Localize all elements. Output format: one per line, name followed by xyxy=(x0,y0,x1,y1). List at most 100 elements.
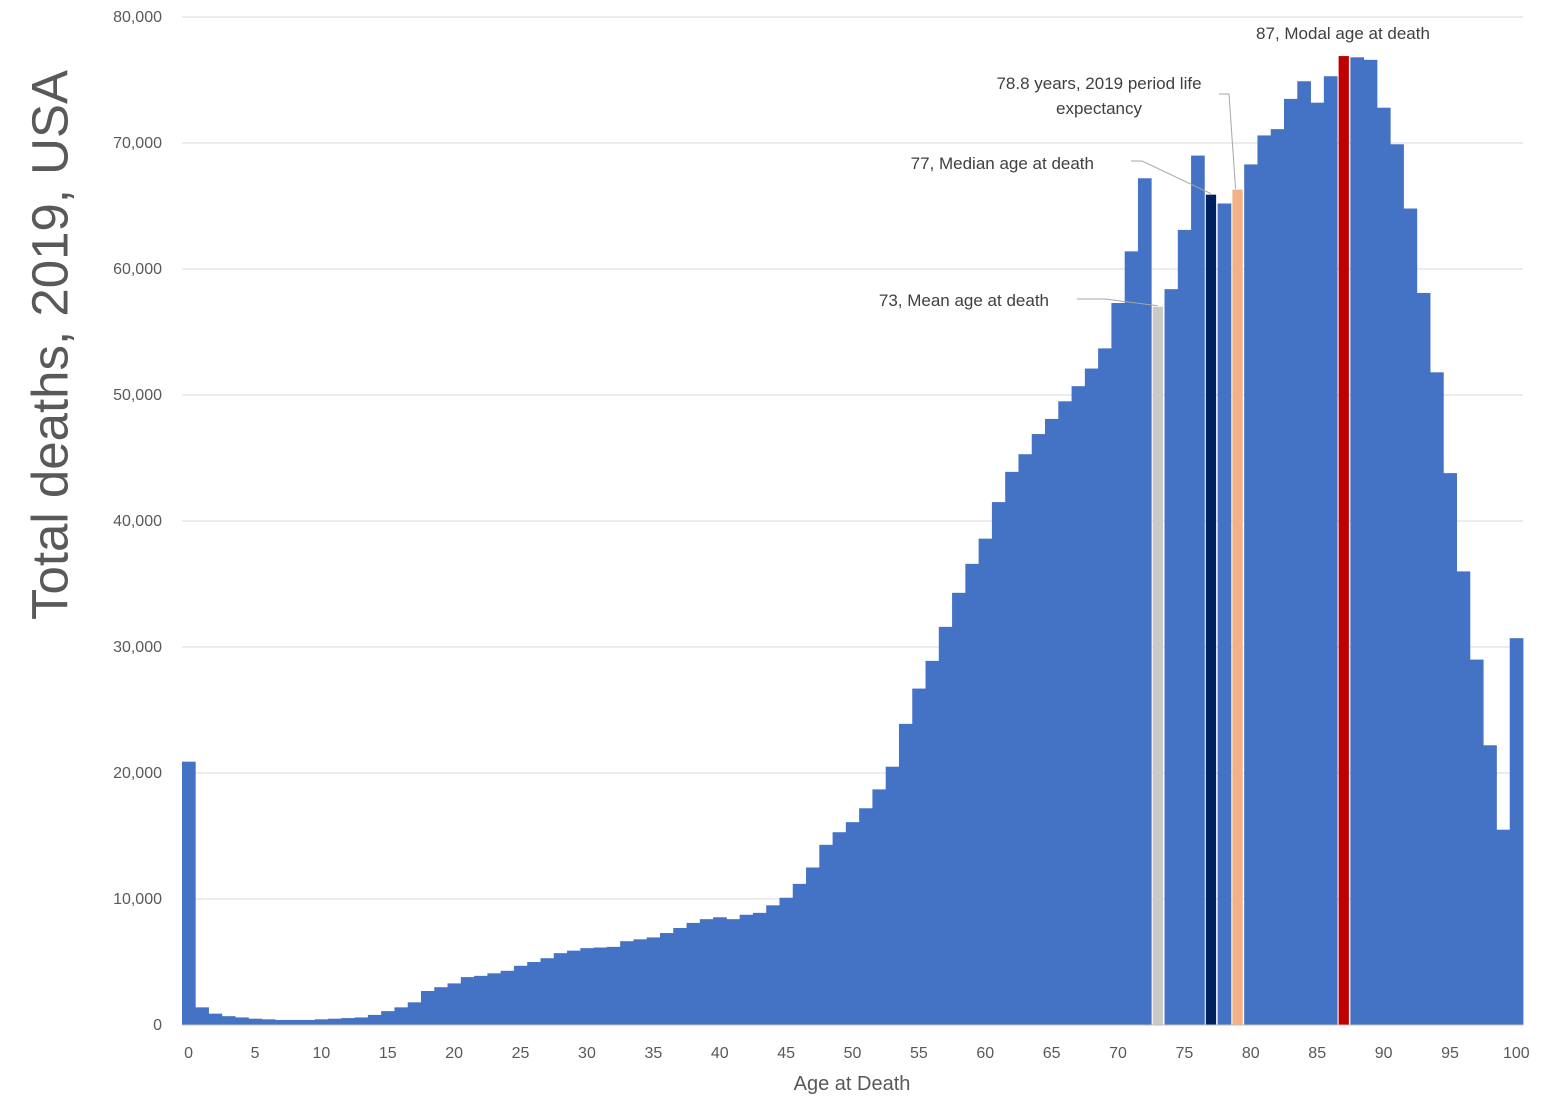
bar-age-80 xyxy=(1244,164,1258,1026)
bar-age-27 xyxy=(540,958,555,1025)
y-tick-label: 70,000 xyxy=(113,135,162,152)
bar-age-61 xyxy=(991,502,1006,1026)
x-tick-label: 20 xyxy=(445,1045,463,1062)
bar-age-6 xyxy=(261,1019,276,1025)
y-tick-label: 80,000 xyxy=(113,9,162,26)
x-axis-label: Age at Death xyxy=(793,1073,911,1095)
x-tick-label: 95 xyxy=(1441,1045,1459,1062)
x-tick-label: 70 xyxy=(1109,1045,1127,1062)
x-tick-label: 45 xyxy=(777,1045,795,1062)
bar-age-43 xyxy=(752,912,767,1025)
bar-age-22 xyxy=(474,975,488,1025)
bar-age-48 xyxy=(819,844,833,1025)
bar-age-81 xyxy=(1257,135,1272,1025)
bar-age-7 xyxy=(274,1019,289,1025)
bar-age-56 xyxy=(925,660,940,1025)
bar-age-25 xyxy=(513,965,528,1025)
bar-age-63 xyxy=(1018,454,1033,1026)
bar-age-59 xyxy=(965,563,980,1025)
x-axis-ticks: 0 5 10 15 20 25 30 35 40 45 50 55 60 65 70 75 80 85 90 95 10… xyxy=(184,1045,1530,1062)
bar-age-5 xyxy=(248,1018,263,1025)
bar-age-47 xyxy=(806,867,820,1025)
bar-age-91 xyxy=(1390,144,1404,1025)
bar-age-95 xyxy=(1443,473,1458,1025)
bar-age-46 xyxy=(792,883,807,1025)
bar-age-65 xyxy=(1045,418,1059,1025)
bar-age-55 xyxy=(912,688,926,1025)
bar-age-19 xyxy=(434,987,448,1025)
leader-line-median xyxy=(1131,160,1212,195)
annotations: 73, Mean age at death 77, Median age at d… xyxy=(879,24,1430,310)
x-tick-label: 60 xyxy=(976,1045,994,1062)
annotation-modal: 87, Modal age at death xyxy=(1256,24,1430,43)
bar-age-86 xyxy=(1323,76,1338,1026)
y-axis-ticks: 0 10,000 20,000 30,000 40,000 50,000 60,000 70,… xyxy=(113,9,162,1034)
bar-age-34 xyxy=(633,939,648,1025)
bar-age-44 xyxy=(766,905,780,1025)
bar-age-93 xyxy=(1416,292,1431,1025)
bar-age-50 xyxy=(845,822,860,1025)
gridlines xyxy=(182,16,1523,900)
bar-age-41 xyxy=(726,919,741,1025)
x-tick-label: 30 xyxy=(578,1045,596,1062)
bar-age-29 xyxy=(567,950,581,1025)
bar-age-58 xyxy=(952,592,966,1025)
x-tick-label: 55 xyxy=(910,1045,928,1062)
bar-age-9 xyxy=(301,1019,316,1025)
bar-age-78 xyxy=(1217,203,1232,1026)
bar-age-98 xyxy=(1483,745,1497,1025)
y-tick-label: 50,000 xyxy=(113,387,162,404)
bar-age-8 xyxy=(288,1019,302,1025)
bar-age-67 xyxy=(1071,386,1086,1025)
x-tick-label: 65 xyxy=(1043,1045,1061,1062)
annotation-mean: 73, Mean age at death xyxy=(879,291,1049,310)
bar-age-39 xyxy=(699,919,714,1025)
bar-age-66 xyxy=(1058,401,1072,1025)
bar-age-35 xyxy=(646,937,661,1025)
bar-age-15 xyxy=(381,1011,395,1025)
y-tick-label: 60,000 xyxy=(113,261,162,278)
bar-age-94 xyxy=(1430,372,1444,1025)
bar-age-57 xyxy=(938,626,953,1025)
bar-age-30 xyxy=(580,948,594,1025)
bar-age-38 xyxy=(686,922,701,1025)
bar-age-84 xyxy=(1297,81,1311,1025)
bar-age-1 xyxy=(195,1007,209,1025)
bar-age-4 xyxy=(235,1017,249,1025)
bar-age-40 xyxy=(713,917,727,1025)
bar-age-52 xyxy=(872,789,887,1025)
bar-age-70 xyxy=(1111,303,1126,1025)
bar-age-51 xyxy=(859,808,873,1025)
bar-age-17 xyxy=(407,1002,422,1025)
bar-age-69 xyxy=(1098,348,1112,1025)
y-tick-label: 0 xyxy=(153,1017,162,1034)
x-tick-label: 40 xyxy=(711,1045,729,1062)
y-axis-label: Total deaths, 2019, USA xyxy=(21,69,79,621)
bar-age-14 xyxy=(367,1014,382,1025)
bar-age-42 xyxy=(739,914,754,1025)
bar-age-92 xyxy=(1403,208,1418,1025)
bar-age-3 xyxy=(221,1016,236,1025)
x-tick-label: 80 xyxy=(1242,1045,1260,1062)
y-tick-label: 30,000 xyxy=(113,639,162,656)
annotation-median: 77, Median age at death xyxy=(911,154,1094,173)
bar-age-21 xyxy=(460,977,475,1025)
bars xyxy=(182,56,1524,1026)
bar-age-85 xyxy=(1310,102,1325,1026)
bar-age-31 xyxy=(593,947,608,1025)
bar-age-24 xyxy=(500,970,515,1025)
x-tick-label: 90 xyxy=(1375,1045,1393,1062)
bar-age-54 xyxy=(898,723,913,1025)
x-tick-label: 25 xyxy=(512,1045,530,1062)
bar-age-79-highlight xyxy=(1232,189,1243,1025)
bar-age-75 xyxy=(1177,229,1192,1025)
bar-age-88 xyxy=(1350,57,1365,1025)
x-tick-label: 5 xyxy=(251,1045,260,1062)
bar-age-90 xyxy=(1376,107,1391,1026)
bar-age-20 xyxy=(447,983,462,1025)
bar-age-37 xyxy=(673,927,687,1025)
x-tick-label: 15 xyxy=(379,1045,397,1062)
bar-age-72 xyxy=(1137,178,1152,1025)
bar-age-10 xyxy=(314,1019,329,1025)
bar-age-45 xyxy=(779,897,794,1025)
